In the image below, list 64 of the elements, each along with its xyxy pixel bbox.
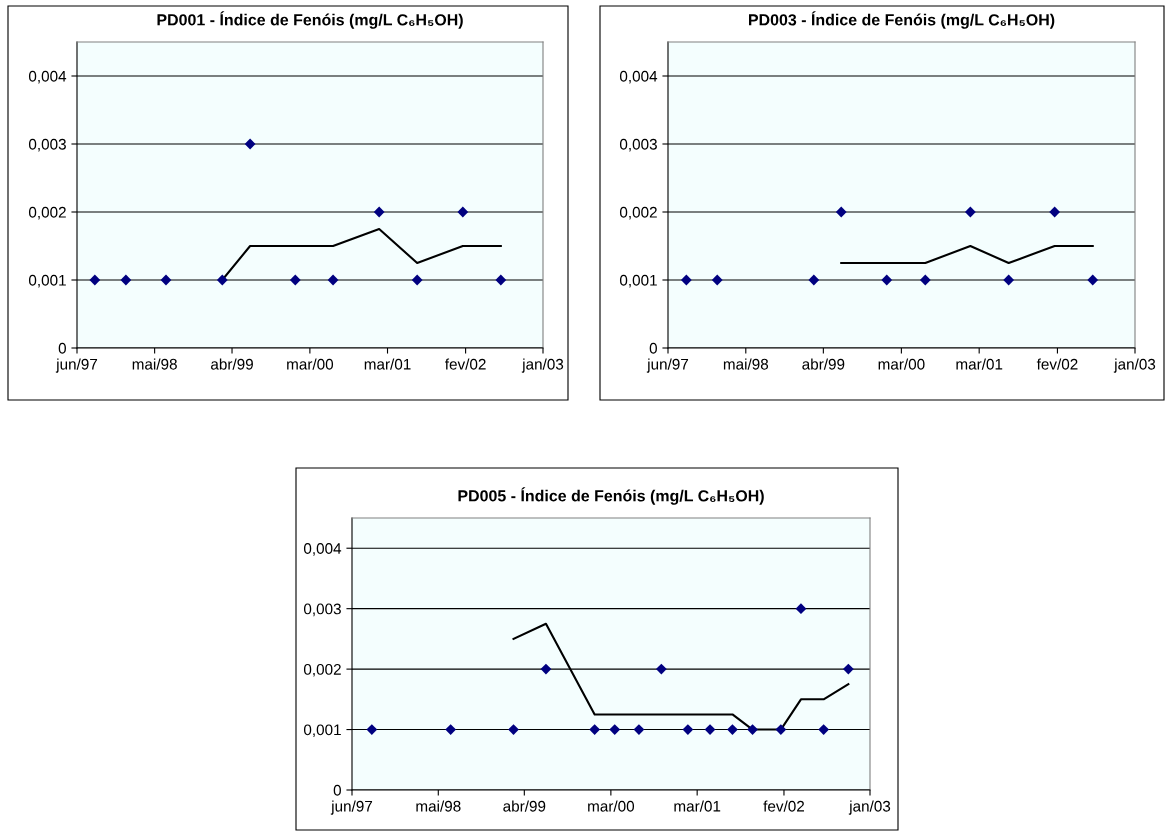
x-tick-label: mar/00 xyxy=(878,358,925,370)
point xyxy=(747,724,758,735)
point xyxy=(508,724,519,735)
chart-title: PD003 - Índice de Fenóis (mg/L C₆H₅OH) xyxy=(749,11,1055,29)
point xyxy=(818,724,830,735)
point xyxy=(457,206,469,218)
x-tick-label: mai/98 xyxy=(416,800,461,812)
point xyxy=(89,274,101,286)
point xyxy=(609,724,621,735)
x-tick-label: jun/97 xyxy=(646,358,689,373)
point xyxy=(366,724,378,735)
x-tick-label: mai/98 xyxy=(723,358,769,370)
x-tick-label: fev/02 xyxy=(1036,358,1078,370)
point xyxy=(327,274,339,286)
point xyxy=(120,274,132,286)
point xyxy=(373,206,385,218)
point xyxy=(216,274,228,286)
y-tick-label: 0,003 xyxy=(619,138,657,152)
y-tick-label: 0,004 xyxy=(619,70,658,84)
point xyxy=(775,724,787,735)
y-tick-label: 0 xyxy=(58,342,66,354)
x-tick-label: abr/99 xyxy=(503,800,546,812)
point xyxy=(727,724,738,735)
point xyxy=(540,663,552,675)
y-tick-label: 0,004 xyxy=(303,543,342,556)
y-tick-label: 0,001 xyxy=(619,274,657,288)
y-tick-label: 0,001 xyxy=(28,274,66,288)
point xyxy=(682,724,694,735)
x-tick-label: mar/00 xyxy=(588,800,635,812)
y-tick-label: 0 xyxy=(333,784,341,796)
y-tick-label: 0,002 xyxy=(303,663,341,677)
x-tick-label: jun/97 xyxy=(330,800,373,815)
x-tick-label: mar/01 xyxy=(674,800,721,812)
y-tick-label: 0,002 xyxy=(619,206,657,220)
x-tick-label: mar/01 xyxy=(364,358,411,370)
x-tick-label: fev/02 xyxy=(763,800,805,812)
y-tick-label: 0,004 xyxy=(28,70,67,84)
point xyxy=(495,274,507,286)
x-tick-label: jun/97 xyxy=(55,358,98,373)
x-tick-label: mar/00 xyxy=(287,358,334,370)
x-tick-label: mai/98 xyxy=(132,358,177,370)
y-tick-label: 0,003 xyxy=(303,603,341,617)
chart-title: PD001 - Índice de Fenóis (mg/L C₆H₅OH) xyxy=(157,11,463,29)
x-tick-label: fev/02 xyxy=(445,358,486,370)
y-tick-label: 0,002 xyxy=(28,206,66,220)
point xyxy=(589,724,601,735)
point xyxy=(445,724,457,735)
point xyxy=(289,274,301,286)
point xyxy=(842,663,854,675)
point xyxy=(795,603,807,615)
point xyxy=(244,138,256,150)
point xyxy=(411,274,423,286)
point xyxy=(655,663,667,675)
chart-title: PD005 - Índice de Fenóis (mg/L C₆H₅OH) xyxy=(458,487,764,505)
x-tick-label: mar/01 xyxy=(956,358,1003,370)
x-tick-label: abr/99 xyxy=(802,358,845,370)
x-tick-label: abr/99 xyxy=(211,358,253,370)
point xyxy=(160,274,172,286)
x-tick-label: jan/03 xyxy=(1113,358,1156,373)
y-tick-label: 0 xyxy=(649,342,657,354)
y-tick-label: 0,003 xyxy=(28,138,66,152)
x-tick-label: jan/03 xyxy=(848,800,891,815)
x-tick-label: jan/03 xyxy=(521,358,564,373)
y-tick-label: 0,001 xyxy=(303,724,341,738)
